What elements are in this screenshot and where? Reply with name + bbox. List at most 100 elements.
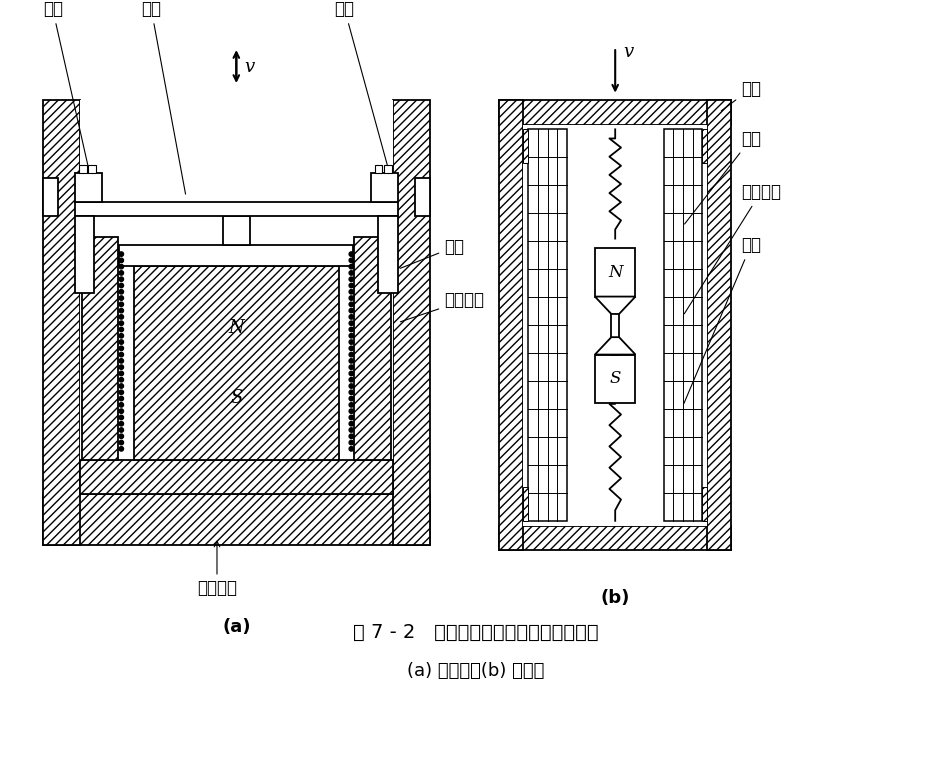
Text: 弹簧: 弹簧: [43, 0, 88, 165]
Circle shape: [119, 346, 124, 351]
Text: v: v: [623, 43, 632, 61]
Circle shape: [348, 296, 353, 301]
Text: (b): (b): [600, 589, 629, 607]
Bar: [594, 248, 635, 297]
Circle shape: [348, 283, 353, 288]
Circle shape: [348, 440, 353, 445]
Bar: [499, 100, 523, 550]
Circle shape: [348, 409, 353, 414]
Bar: [374, 165, 382, 172]
Bar: [75, 172, 102, 202]
Bar: [415, 178, 429, 216]
Circle shape: [348, 365, 353, 370]
Text: S: S: [229, 389, 242, 407]
Circle shape: [119, 428, 124, 432]
Circle shape: [348, 340, 353, 345]
Text: (a) 动圈式；(b) 动铁式: (a) 动圈式；(b) 动铁式: [407, 662, 545, 679]
Circle shape: [348, 271, 353, 276]
Circle shape: [348, 321, 353, 326]
Circle shape: [348, 277, 353, 282]
Circle shape: [119, 440, 124, 445]
Circle shape: [348, 396, 353, 401]
Bar: [43, 493, 429, 545]
Circle shape: [119, 296, 124, 301]
Bar: [499, 100, 730, 124]
Circle shape: [119, 290, 124, 294]
Circle shape: [348, 308, 353, 313]
Circle shape: [119, 258, 124, 263]
Bar: [79, 165, 87, 172]
Circle shape: [348, 377, 353, 382]
Bar: [378, 216, 397, 294]
Bar: [354, 238, 390, 460]
Circle shape: [348, 428, 353, 432]
Circle shape: [119, 333, 124, 338]
Bar: [43, 178, 57, 216]
Circle shape: [119, 403, 124, 407]
Text: (a): (a): [222, 618, 250, 636]
Circle shape: [119, 377, 124, 382]
Circle shape: [348, 446, 353, 451]
Bar: [89, 165, 96, 172]
Circle shape: [119, 283, 124, 288]
Bar: [663, 129, 702, 521]
Bar: [523, 487, 527, 521]
Circle shape: [348, 421, 353, 426]
Circle shape: [348, 371, 353, 376]
Circle shape: [119, 352, 124, 357]
Circle shape: [348, 258, 353, 263]
Text: S: S: [609, 370, 621, 387]
Circle shape: [348, 252, 353, 257]
Circle shape: [119, 308, 124, 313]
Circle shape: [119, 359, 124, 363]
Circle shape: [119, 315, 124, 319]
Text: 磁轭: 磁轭: [400, 238, 464, 268]
Bar: [499, 526, 730, 550]
Text: v: v: [244, 58, 254, 76]
Text: 极掌: 极掌: [141, 0, 186, 194]
Circle shape: [348, 390, 353, 395]
Circle shape: [348, 290, 353, 294]
Bar: [702, 129, 706, 163]
Bar: [80, 460, 392, 493]
Circle shape: [119, 434, 124, 439]
Circle shape: [119, 365, 124, 370]
Text: 永久磁铁: 永久磁铁: [197, 579, 237, 597]
Text: N: N: [228, 320, 244, 337]
Bar: [594, 354, 635, 403]
Text: 壳体: 壳体: [721, 80, 760, 111]
Bar: [133, 266, 338, 460]
Circle shape: [119, 446, 124, 451]
Bar: [384, 165, 391, 172]
Circle shape: [119, 409, 124, 414]
Circle shape: [119, 390, 124, 395]
Bar: [119, 245, 353, 266]
Bar: [523, 129, 527, 163]
Circle shape: [119, 271, 124, 276]
Bar: [392, 100, 429, 545]
Circle shape: [348, 302, 353, 307]
Circle shape: [119, 264, 124, 269]
Circle shape: [348, 403, 353, 407]
Circle shape: [348, 346, 353, 351]
Circle shape: [348, 359, 353, 363]
Circle shape: [348, 384, 353, 389]
Circle shape: [119, 252, 124, 257]
Circle shape: [119, 277, 124, 282]
Circle shape: [119, 384, 124, 389]
Text: 线圈: 线圈: [684, 130, 760, 224]
Text: 永久磁铁: 永久磁铁: [684, 183, 780, 313]
Circle shape: [348, 327, 353, 332]
Text: 图 7 - 2   恒磁通式磁电传感器结构原理图: 图 7 - 2 恒磁通式磁电传感器结构原理图: [353, 622, 598, 641]
Text: N: N: [607, 264, 622, 281]
Circle shape: [119, 321, 124, 326]
Circle shape: [348, 434, 353, 439]
Bar: [610, 297, 619, 354]
Circle shape: [119, 371, 124, 376]
Bar: [75, 202, 397, 216]
Circle shape: [348, 315, 353, 319]
Circle shape: [348, 264, 353, 269]
Bar: [75, 216, 94, 294]
Circle shape: [348, 333, 353, 338]
Text: 补偿线圈: 补偿线圈: [400, 291, 484, 322]
